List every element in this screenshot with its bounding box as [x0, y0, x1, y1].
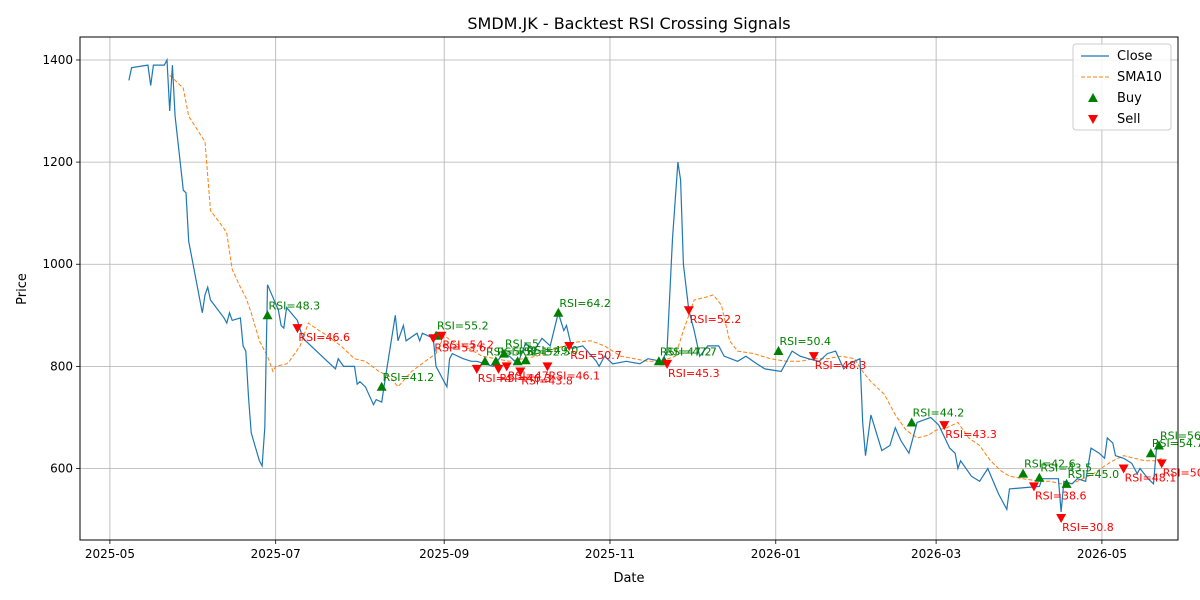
x-axis: 2025-05 2025-07 2025-09 2025-11 2026-01 2026-… — [85, 540, 1127, 561]
y-tick-label: 800 — [50, 359, 73, 373]
sell-label: RSI=38.6 — [1035, 489, 1087, 502]
sell-marker — [564, 341, 575, 351]
buy-label: RSI=64.2 — [559, 297, 611, 310]
buy-label: RSI=55.2 — [437, 320, 489, 333]
sell-label: RSI=50.7 — [570, 349, 622, 362]
buy-label: RSI=44.2 — [913, 407, 965, 420]
buy-label: RSI=52.5 — [519, 345, 571, 358]
buy-label: RSI=47.2 — [660, 345, 712, 358]
buy-label: RSI=48.3 — [269, 299, 321, 312]
x-tick-label: 2025-05 — [85, 547, 135, 561]
sell-marker — [1156, 459, 1167, 469]
sell-label: RSI=4 — [478, 372, 512, 385]
legend-label: Sell — [1117, 112, 1140, 127]
y-axis-label: Price — [15, 273, 30, 305]
plot-area: RSI=48.3RSI=41.2RSI=55.2RSI=5RSI=52.1RSI… — [128, 57, 1200, 534]
buy-label: RSI=50.4 — [779, 335, 831, 348]
sell-marker — [471, 364, 482, 374]
buy-marker — [512, 356, 523, 366]
sell-label: RSI=43.8 — [521, 374, 573, 387]
buy-label: RSI=41.2 — [383, 371, 435, 384]
sell-label: RSI=52.2 — [690, 313, 742, 326]
sell-marker — [542, 362, 553, 372]
x-tick-label: 2025-11 — [585, 547, 635, 561]
sell-label: RSI=48.3 — [815, 359, 867, 372]
buy-label: RSI=45.0 — [1068, 468, 1120, 481]
buy-marker — [520, 355, 531, 365]
buy-label: RSI=52.1 — [497, 345, 549, 358]
buy-marker — [490, 356, 501, 366]
sell-marker — [1056, 514, 1067, 524]
x-tick-label: 2025-07 — [251, 547, 301, 561]
y-axis: 600 800 1000 1200 1400 — [42, 53, 80, 476]
y-tick-label: 600 — [50, 462, 73, 476]
sell-label: RSI=43.3 — [945, 428, 997, 441]
buy-marker — [1034, 472, 1045, 482]
buy-label: RSI=54.7 — [1152, 437, 1200, 450]
buy-label: RSI=43.5 — [1040, 462, 1092, 475]
sell-marker — [683, 306, 694, 316]
buy-marker — [773, 346, 784, 356]
buy-marker — [1153, 440, 1164, 450]
sell-marker — [939, 421, 950, 431]
sell-marker — [436, 331, 447, 341]
sell-marker — [662, 359, 673, 369]
buy-marker — [553, 307, 564, 317]
buy-label: RSI=49.0 — [527, 344, 579, 357]
sell-marker — [493, 364, 504, 374]
sell-marker — [428, 334, 439, 344]
sell-label: RSI=46.6 — [298, 331, 350, 344]
sma10-line — [169, 74, 1162, 485]
legend-buy-swatch — [1088, 93, 1098, 102]
sell-label: RSI=30.8 — [1062, 521, 1114, 534]
buy-marker — [906, 417, 917, 427]
plot-frame — [79, 36, 1179, 541]
buy-marker — [1018, 468, 1029, 478]
sell-label: RSI=46.3 — [500, 372, 552, 385]
sell-label: RSI=48.1 — [1125, 472, 1177, 485]
grid-lines — [80, 37, 1178, 540]
sell-marker — [1118, 464, 1129, 474]
buy-label: RSI=56.7 — [1160, 430, 1200, 443]
x-tick-label: 2026-01 — [751, 547, 801, 561]
sell-label: RSI=53.6 — [434, 341, 486, 354]
legend-label: SMA10 — [1117, 70, 1162, 85]
buy-label: RSI=42.6 — [1024, 458, 1076, 471]
buy-marker — [1145, 448, 1156, 458]
buy-label: RSI=5 — [505, 338, 539, 351]
legend-label: Close — [1117, 49, 1152, 64]
x-axis-label: Date — [613, 571, 644, 586]
sell-marker — [501, 362, 512, 372]
sell-label: RSI=45.3 — [668, 367, 720, 380]
chart-title: SMDM.JK - Backtest RSI Crossing Signals — [467, 14, 790, 33]
legend: Close SMA10 Buy Sell — [1072, 43, 1172, 131]
sell-label: RSI=46.1 — [548, 369, 600, 382]
buy-marker — [376, 381, 387, 391]
x-tick-label: 2026-05 — [1077, 547, 1127, 561]
sell-label: RSI=47 — [508, 369, 549, 382]
sell-marker — [808, 352, 819, 362]
legend-sell-swatch — [1088, 115, 1098, 124]
sell-marker — [1028, 482, 1039, 492]
y-tick-label: 1400 — [42, 53, 73, 67]
sell-marker — [515, 367, 526, 377]
sell-marker — [292, 324, 303, 334]
x-tick-label: 2025-09 — [419, 547, 469, 561]
buy-marker — [479, 356, 490, 366]
legend-box — [1072, 43, 1172, 131]
x-tick-label: 2026-03 — [911, 547, 961, 561]
legend-label: Buy — [1117, 91, 1142, 106]
y-tick-label: 1200 — [42, 155, 73, 169]
buy-marker — [1061, 478, 1072, 488]
sell-label: RSI=50.6 — [1163, 466, 1200, 479]
sell-label: RSI=54.2 — [442, 339, 494, 352]
buy-label: RSI=47.7 — [665, 345, 717, 358]
y-tick-label: 1000 — [42, 257, 73, 271]
buy-marker — [262, 310, 273, 320]
buy-marker — [498, 348, 509, 358]
close-line — [128, 57, 1163, 512]
